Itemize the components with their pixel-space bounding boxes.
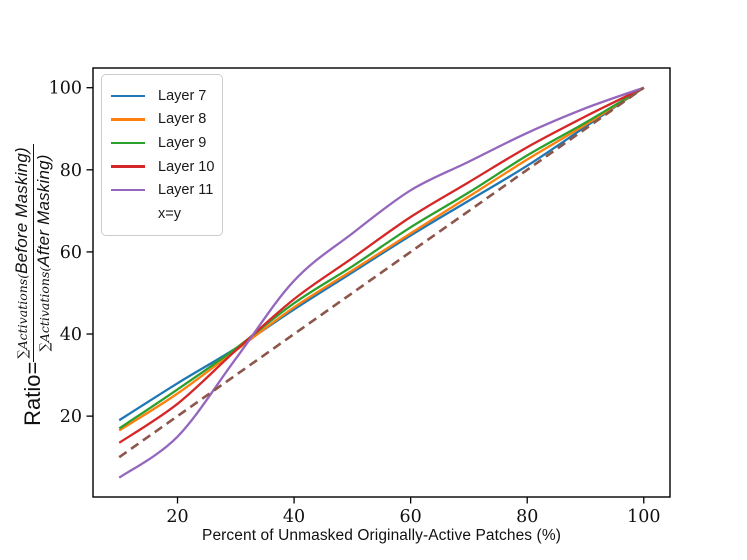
ylabel-num-func: Activations( (14, 273, 30, 350)
ylabel-den-func: Activations( (36, 266, 52, 343)
series-line-layer-8 (118, 86, 645, 432)
x-tick-label: 100 (627, 507, 660, 527)
ylabel-ratio-prefix: Ratio= (20, 361, 45, 426)
legend-label: x=y (158, 205, 181, 222)
x-tick-label: 60 (400, 507, 422, 527)
x-tick-label: 20 (166, 507, 188, 527)
ylabel-den-arg: After Masking) (33, 154, 53, 267)
y-axis-label: Ratio= ∑Activations(Before Masking) ∑Act… (2, 0, 64, 560)
legend-label: Layer 10 (158, 158, 215, 175)
legend-label: Layer 8 (158, 111, 207, 128)
legend-row-layer-7: Layer 7 (111, 84, 212, 108)
legend-swatch-icon (111, 118, 145, 121)
legend-label: Layer 9 (158, 134, 207, 151)
legend-row-layer-11: Layer 11 (111, 178, 214, 202)
y-axis-label-content: Ratio= ∑Activations(Before Masking) ∑Act… (11, 144, 54, 426)
legend-row-layer-9: Layer 9 (111, 131, 212, 155)
legend-label: Layer 11 (158, 182, 214, 199)
legend-swatch-icon (111, 212, 145, 215)
x-tick-label: 40 (283, 507, 305, 527)
ylabel-num-arg: Before Masking) (11, 147, 31, 274)
sum-icon: ∑ (37, 342, 53, 352)
axes-spines (92, 67, 671, 498)
series-line-layer-9 (118, 86, 645, 430)
y-tick-label: 100 (49, 79, 82, 99)
y-tick-label: 20 (60, 407, 82, 427)
legend-label: Layer 7 (158, 87, 207, 104)
y-tick-label: 80 (60, 161, 82, 181)
series-line-layer-10 (118, 86, 645, 444)
sum-icon: ∑ (15, 349, 31, 359)
y-tick-label: 40 (60, 325, 82, 345)
series-line-layer-11 (118, 86, 645, 479)
ylabel-fraction: ∑Activations(Before Masking) ∑Activation… (11, 144, 54, 362)
legend-swatch-icon (111, 94, 145, 98)
legend-swatch-icon (111, 165, 145, 168)
y-tick-label: 60 (60, 243, 82, 263)
legend-swatch-icon (111, 188, 145, 192)
x-tick-label: 80 (516, 507, 538, 527)
legend-row-x-y: x=y (111, 202, 212, 226)
series-line-layer-7 (118, 86, 645, 422)
x-axis-label: Percent of Unmasked Originally-Active Pa… (202, 527, 561, 544)
legend-swatch-icon (111, 141, 145, 145)
series-line-x-y (118, 86, 645, 459)
ylabel-denominator: ∑Activations(After Masking) (34, 144, 54, 362)
ylabel-numerator: ∑Activations(Before Masking) (11, 144, 34, 362)
legend: Layer 7 Layer 8 Layer 9 Layer 10 Layer 11 x=y (101, 74, 223, 236)
legend-row-layer-8: Layer 8 (111, 108, 212, 132)
legend-row-layer-10: Layer 10 (111, 155, 215, 179)
